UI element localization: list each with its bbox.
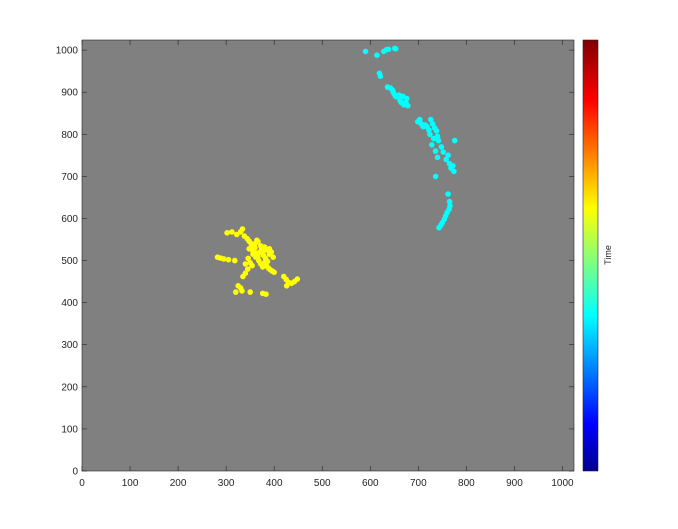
y-tick-label: 400 [61,298,78,309]
x-tick-label: 500 [314,478,331,489]
y-tick-label: 600 [61,214,78,225]
data-point [245,266,251,272]
data-point [250,251,256,257]
x-tick-label: 900 [506,478,523,489]
data-point [445,191,451,197]
x-tick-label: 300 [218,478,235,489]
data-point [245,255,251,262]
y-tick-label: 100 [61,424,78,435]
data-point [429,121,436,127]
data-point [374,52,380,58]
data-point [440,149,447,155]
x-axis: 0 100 200 300 400 500 600 700 800 900 1000 [79,40,574,489]
data-point [249,262,255,269]
data-point [247,289,253,295]
y-tick-label: 0 [72,467,78,478]
x-tick-label: 200 [170,478,187,489]
data-point [426,127,432,133]
data-point [443,156,450,163]
data-point [432,148,439,154]
y-tick-label: 500 [61,256,78,267]
colorbar-gradient [582,39,599,472]
data-point [434,154,441,161]
data-point [428,116,434,123]
data-point [255,250,262,256]
data-point [433,128,440,134]
data-point [229,229,235,235]
data-point [240,273,246,280]
data-point [220,256,227,262]
x-tick-label: 400 [266,478,283,489]
x-tick-label: 0 [79,478,85,489]
x-tick-label: 1000 [551,478,574,489]
data-point [430,135,437,142]
data-point [224,230,230,236]
data-point [417,116,423,123]
data-point [435,137,442,144]
data-point [432,173,439,180]
data-point [452,137,458,144]
y-tick-label: 900 [61,88,78,99]
data-points [214,45,458,298]
data-point [283,283,290,289]
colorbar-label: Time [603,245,613,265]
data-point [427,131,433,138]
y-tick-label: 200 [61,382,78,393]
data-point [377,73,384,79]
axes-background [81,39,575,472]
data-point [450,163,456,169]
data-point [232,257,238,264]
plot-area: 0 100 200 300 400 500 600 700 800 900 1000 0 100 200… [56,39,575,489]
colorbar: Time [582,39,613,472]
data-point [233,289,239,295]
data-point [239,288,245,294]
data-point [242,261,249,267]
data-point [270,254,277,260]
data-point [294,276,301,282]
data-point [255,238,261,245]
data-point [239,226,246,232]
x-tick-label: 800 [458,478,475,489]
data-point [385,46,392,53]
y-axis: 0 100 200 300 400 500 600 700 800 900 1000 [56,46,574,478]
y-tick-label: 1000 [56,46,79,57]
y-tick-label: 300 [61,340,78,351]
y-tick-label: 800 [61,130,78,141]
data-point [436,224,442,231]
y-tick-label: 700 [61,172,78,183]
data-point [400,93,406,100]
data-point [266,246,273,252]
x-tick-label: 100 [122,478,139,489]
data-point [271,269,278,276]
data-point [438,144,445,150]
data-point [225,256,232,263]
data-point [392,46,399,52]
data-point [362,48,369,55]
data-point [445,152,451,159]
data-point [405,102,411,109]
x-tick-label: 600 [362,478,379,489]
data-point [451,168,457,175]
data-point [446,198,453,205]
data-point [429,142,435,148]
data-point [263,291,269,298]
x-tick-label: 700 [410,478,427,489]
